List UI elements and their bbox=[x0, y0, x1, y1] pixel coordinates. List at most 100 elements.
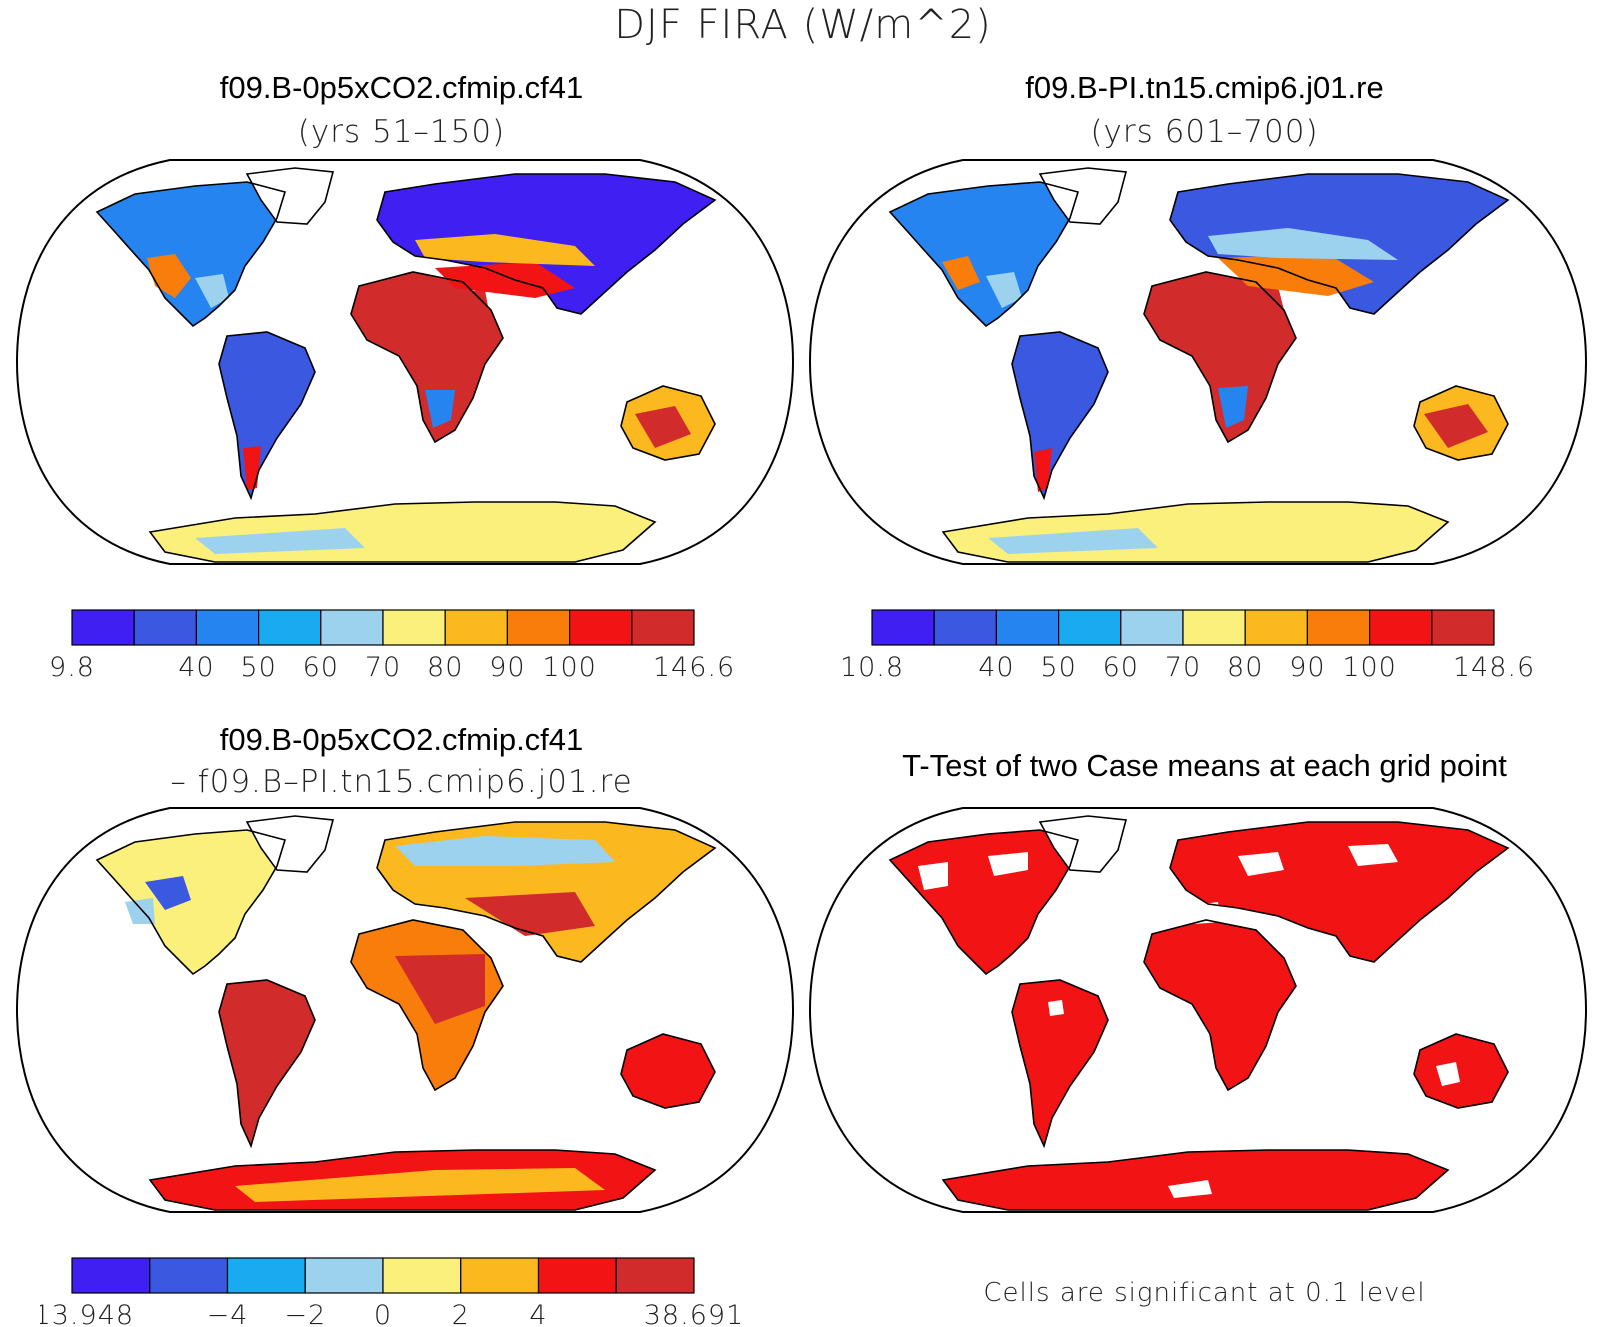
colorbar-2-tick-label-8: 100 bbox=[1342, 652, 1397, 683]
figure-title: DJF FIRA (W/m^2) bbox=[614, 2, 992, 48]
map-1-border bbox=[15, 159, 795, 565]
colorbar-2-tick-label-5: 70 bbox=[1165, 652, 1201, 683]
colorbar-1-swatch-9 bbox=[631, 609, 695, 646]
map-3-coastline-namerica bbox=[95, 829, 287, 976]
map-4-field-1 bbox=[988, 852, 1028, 876]
panel-2-title: f09.B-PI.tn15.cmip6.j01.re bbox=[1025, 70, 1384, 105]
map-3-field-6 bbox=[235, 1168, 605, 1202]
colorbar-2-swatch-9 bbox=[1431, 609, 1495, 646]
colorbar-1-swatch-7 bbox=[506, 609, 571, 646]
map-4-coastline-eurasia bbox=[1169, 821, 1510, 963]
map-3-coastline-australia bbox=[620, 1033, 716, 1109]
map-4-border bbox=[808, 807, 1588, 1213]
map-3-coastline-samerica bbox=[218, 979, 316, 1149]
map-4-coastline-greenland bbox=[1038, 815, 1128, 873]
colorbar-1-tick-label-3: 50 bbox=[240, 652, 276, 683]
colorbar-2-tick-label-4: 60 bbox=[1103, 652, 1139, 683]
map-4-coastline-namerica bbox=[888, 829, 1080, 976]
map-1-coastline-africa bbox=[350, 271, 504, 444]
colorbar-1-swatch-3 bbox=[258, 609, 322, 646]
colorbar-1-tick-label-4: 60 bbox=[303, 652, 339, 683]
colorbar-3-swatch-6 bbox=[537, 1257, 617, 1294]
map-4-field-0 bbox=[918, 862, 948, 890]
map-3-field-4 bbox=[229, 994, 305, 1066]
map-1-field-8 bbox=[195, 528, 365, 554]
map-3-field-3 bbox=[465, 892, 595, 936]
map-2-field-4 bbox=[1208, 228, 1398, 260]
map-4-antarctica bbox=[943, 1150, 1448, 1210]
map-2-field-7 bbox=[1424, 404, 1488, 448]
map-2-coastline-namerica bbox=[888, 181, 1080, 328]
map-4-field-6 bbox=[1048, 1000, 1064, 1016]
map-4-coastline-samerica bbox=[1011, 979, 1109, 1149]
colorbar-2-tick-label-6: 80 bbox=[1227, 652, 1263, 683]
map-4-field-7 bbox=[1168, 1180, 1212, 1198]
map-3-namerica bbox=[97, 830, 285, 974]
map-4-field-3 bbox=[1348, 844, 1398, 866]
colorbar-2-swatch-7 bbox=[1306, 609, 1371, 646]
map-1-field-5 bbox=[425, 390, 455, 428]
panel-2-subtitle: (yrs 601–700) bbox=[1090, 114, 1319, 150]
map-1-coastline-eurasia bbox=[376, 173, 717, 315]
colorbar-3-tick-label-5: 2 bbox=[452, 1300, 470, 1327]
map-2-border bbox=[808, 159, 1588, 565]
colorbar-2-tick-label-0: 10.8 bbox=[840, 652, 904, 683]
map-1-field-7 bbox=[635, 406, 691, 448]
panel-1-title: f09.B-0p5xCO2.cfmip.cf41 bbox=[219, 70, 584, 105]
map-3-coastline-africa bbox=[350, 919, 504, 1092]
map-1-coastline-namerica bbox=[95, 181, 287, 328]
colorbar-3-tick-label-4: 0 bbox=[374, 1300, 392, 1327]
colorbar-3-swatch-1 bbox=[149, 1257, 229, 1294]
map-2-field-1 bbox=[986, 272, 1022, 308]
map-4-coastline-africa bbox=[1143, 919, 1297, 1092]
colorbar-3-swatch-3 bbox=[304, 1257, 384, 1294]
colorbar-2-swatch-5 bbox=[1182, 609, 1246, 646]
map-3-field-0 bbox=[145, 876, 191, 910]
colorbar-1-tick-label-6: 80 bbox=[427, 652, 463, 683]
map-2-field-2 bbox=[1156, 286, 1290, 356]
panel-2-map bbox=[808, 159, 1588, 565]
map-2-coastline-samerica bbox=[1011, 331, 1109, 501]
map-3-australia bbox=[621, 1034, 715, 1108]
colorbar-2-swatch-1 bbox=[933, 609, 997, 646]
colorbar-2-swatch-6 bbox=[1244, 609, 1309, 646]
panel-1-subtitle: (yrs 51–150) bbox=[297, 114, 506, 150]
colorbar-1-tick-label-5: 70 bbox=[365, 652, 401, 683]
panel-1-colorbar: 9.8 40 50 60 70 80 90 100 146.6 bbox=[49, 609, 734, 683]
panel-3-map bbox=[15, 807, 795, 1213]
colorbar-1-swatch-0 bbox=[71, 609, 135, 646]
colorbar-1-swatch-4 bbox=[320, 609, 384, 646]
map-2-coastline-australia bbox=[1413, 385, 1509, 461]
map-1-coastline-antarctica bbox=[148, 501, 657, 563]
map-3-coastline-greenland bbox=[245, 815, 335, 873]
map-4-field-2 bbox=[1238, 852, 1284, 876]
colorbar-2-swatch-2 bbox=[995, 609, 1060, 646]
map-3-field-5 bbox=[395, 954, 485, 1024]
map-4-field-4 bbox=[1188, 902, 1222, 924]
colorbar-3-swatch-5 bbox=[460, 1257, 540, 1294]
map-3-coastline-eurasia bbox=[376, 821, 717, 963]
map-1-coastline-australia bbox=[620, 385, 716, 461]
colorbar-1-tick-label-8: 100 bbox=[542, 652, 597, 683]
colorbar-2-tick-label-3: 50 bbox=[1040, 652, 1076, 683]
colorbar-3-swatch-7 bbox=[615, 1257, 695, 1294]
colorbar-3-tick-label-0: −13.948 bbox=[40, 1300, 134, 1327]
map-2-field-8 bbox=[988, 528, 1158, 554]
colorbar-2-tick-label-2: 40 bbox=[978, 652, 1014, 683]
colorbar-3-tick-label-6: 4 bbox=[529, 1300, 547, 1327]
colorbar-2-swatch-8 bbox=[1368, 609, 1433, 646]
colorbar-3-tick-label-3: −2 bbox=[284, 1300, 326, 1327]
colorbar-2-tick-label-7: 90 bbox=[1289, 652, 1325, 683]
map-3-border bbox=[15, 807, 795, 1213]
colorbar-2-swatch-0 bbox=[871, 609, 935, 646]
colorbar-3-tick-label-8: 38.691 bbox=[644, 1300, 744, 1327]
map-2-coastline-antarctica bbox=[941, 501, 1450, 563]
colorbar-1-swatch-2 bbox=[195, 609, 260, 646]
map-4-africa bbox=[1144, 920, 1296, 1090]
map-2-coastline-africa bbox=[1143, 271, 1297, 444]
colorbar-3-tick-label-2: −4 bbox=[207, 1300, 249, 1327]
colorbar-3-swatch-2 bbox=[226, 1257, 306, 1294]
panel-2-colorbar: 10.8 40 50 60 70 80 90 100 148.6 bbox=[840, 609, 1534, 683]
map-1-samerica bbox=[219, 332, 315, 498]
map-4-field-5 bbox=[1436, 1062, 1460, 1086]
